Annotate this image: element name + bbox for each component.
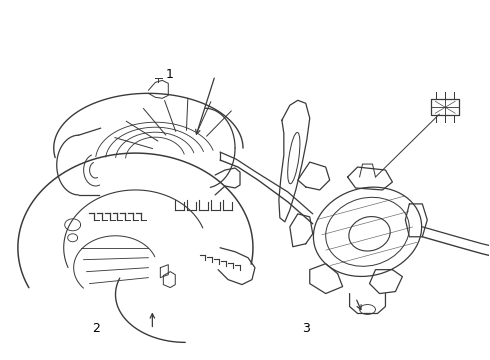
Text: 2: 2 (92, 322, 100, 335)
Text: 3: 3 (302, 322, 310, 335)
Text: 1: 1 (166, 68, 173, 81)
